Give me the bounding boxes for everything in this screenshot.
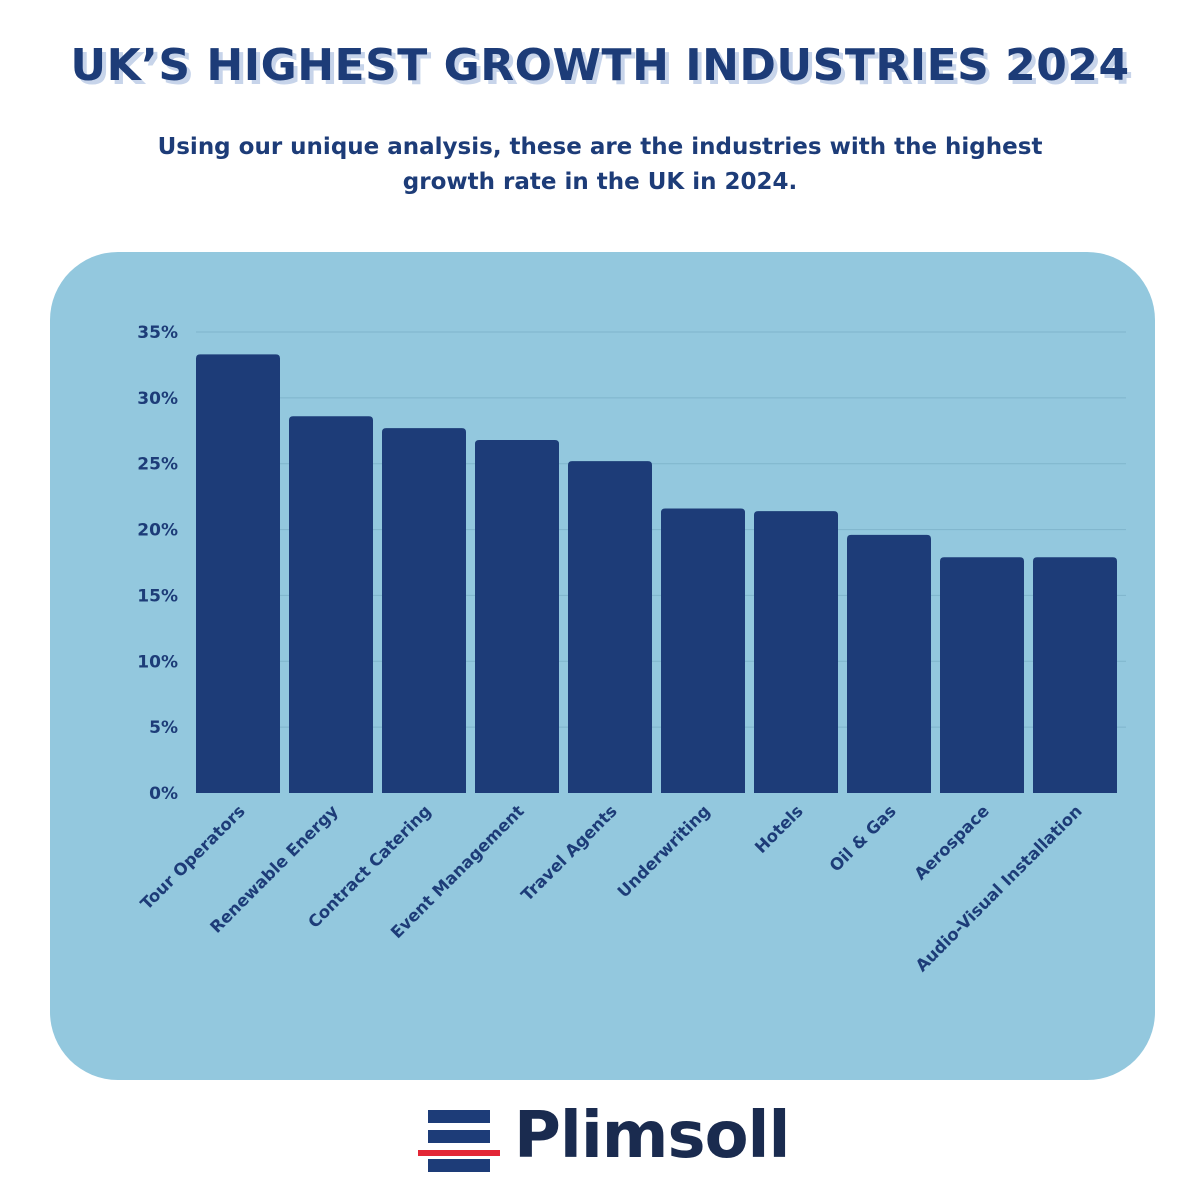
- page-title: UK’S HIGHEST GROWTH INDUSTRIES 2024: [70, 40, 1130, 91]
- bar: [661, 508, 745, 793]
- plimsoll-line-icon: [418, 1110, 500, 1172]
- x-category-label: Oil & Gas: [826, 801, 900, 875]
- bar: [568, 461, 652, 793]
- y-tick-label: 5%: [149, 718, 178, 738]
- x-category-label: Aerospace: [911, 801, 993, 883]
- x-category-label: Travel Agents: [517, 801, 621, 905]
- plimsoll-logo: Plimsoll: [418, 1099, 798, 1180]
- bar: [940, 557, 1024, 793]
- bar: [1033, 557, 1117, 793]
- y-tick-label: 35%: [137, 323, 178, 343]
- page-subtitle: Using our unique analysis, these are the…: [157, 134, 1043, 195]
- bar: [847, 534, 931, 793]
- bar: [382, 428, 466, 793]
- bars: [196, 354, 1117, 793]
- x-category-label: Hotels: [751, 801, 807, 857]
- x-category-label: Underwriting: [614, 801, 714, 901]
- brand-name: Plimsoll: [514, 1099, 790, 1173]
- bar: [475, 440, 559, 793]
- x-category-label: Audio-Visual Installation: [912, 801, 1086, 975]
- y-tick-label: 25%: [137, 455, 178, 475]
- y-tick-label: 20%: [137, 521, 178, 541]
- bar: [196, 354, 280, 793]
- y-tick-label: 10%: [137, 652, 178, 672]
- bar: [289, 416, 373, 793]
- y-tick-label: 0%: [149, 784, 178, 804]
- y-axis-tick-labels: 0% 5% 10% 15% 20% 25% 30% 35%: [137, 323, 178, 804]
- y-tick-label: 15%: [137, 586, 178, 606]
- bar: [754, 511, 838, 793]
- y-tick-label: 30%: [137, 389, 178, 409]
